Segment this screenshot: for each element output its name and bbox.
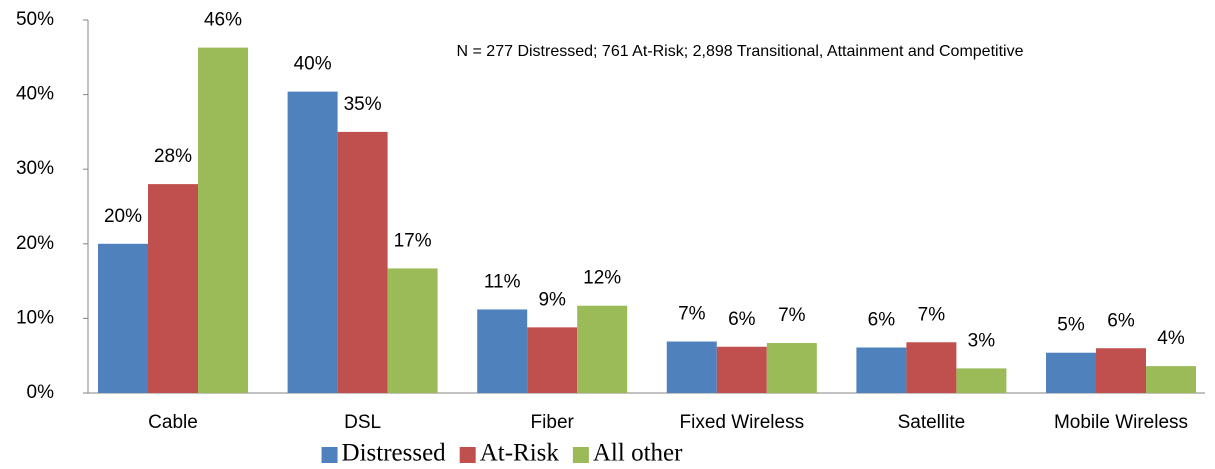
- legend-label: At-Risk: [480, 440, 560, 467]
- data-label: 7%: [918, 304, 946, 325]
- data-label: 6%: [868, 310, 896, 331]
- bar: [287, 91, 338, 393]
- x-tick-label: Fiber: [531, 412, 575, 433]
- legend-swatch: [459, 447, 476, 463]
- y-tick-label: 10%: [16, 307, 54, 328]
- bar: [716, 346, 767, 393]
- bar: [148, 184, 198, 393]
- bar: [1046, 352, 1096, 393]
- bar: [956, 368, 1007, 393]
- data-label: 5%: [1057, 315, 1085, 336]
- legend-swatch: [321, 447, 338, 463]
- bar: [1146, 366, 1196, 393]
- x-tick-label: Fixed Wireless: [680, 412, 805, 433]
- y-tick-label: 0%: [27, 382, 55, 403]
- x-tick-label: DSL: [344, 412, 381, 433]
- legend-label: Distressed: [342, 440, 447, 467]
- data-label: 6%: [1107, 310, 1135, 331]
- x-tick-label: Satellite: [898, 412, 966, 433]
- x-tick-label: Cable: [148, 412, 198, 433]
- legend: Distressed At-Risk All other: [321, 440, 683, 467]
- y-tick-label: 20%: [16, 233, 54, 254]
- bar: [906, 342, 957, 393]
- bar: [577, 305, 628, 393]
- bar: [198, 47, 248, 394]
- bar: [1096, 348, 1146, 393]
- bar: [527, 327, 578, 393]
- y-tick-label: 30%: [16, 158, 54, 179]
- y-tick-label: 40%: [16, 84, 54, 105]
- bar: [477, 309, 528, 393]
- data-label: 11%: [484, 271, 521, 292]
- data-label: 7%: [678, 304, 706, 325]
- bar: [666, 341, 717, 393]
- data-label: 4%: [1157, 328, 1185, 349]
- data-label: 12%: [583, 268, 621, 289]
- y-tick-label: 50%: [16, 9, 54, 30]
- legend-label: All other: [593, 440, 683, 467]
- x-tick-label: Mobile Wireless: [1054, 412, 1188, 433]
- data-label: 3%: [968, 330, 996, 351]
- bar: [387, 268, 438, 393]
- chart-note: N = 277 Distressed; 761 At-Risk; 2,898 T…: [457, 43, 1024, 60]
- data-label: 6%: [728, 309, 756, 330]
- bar: [766, 343, 817, 393]
- bar: [337, 131, 388, 393]
- legend-swatch: [572, 447, 589, 463]
- bar: [98, 243, 148, 393]
- data-label: 7%: [778, 305, 806, 326]
- data-label: 20%: [104, 206, 142, 227]
- data-label: 9%: [538, 289, 566, 310]
- data-label: 40%: [294, 54, 332, 75]
- bar: [856, 347, 907, 393]
- data-label: 28%: [154, 146, 192, 167]
- data-label: 46%: [204, 10, 242, 31]
- data-label: 17%: [394, 230, 432, 251]
- data-label: 35%: [344, 94, 382, 115]
